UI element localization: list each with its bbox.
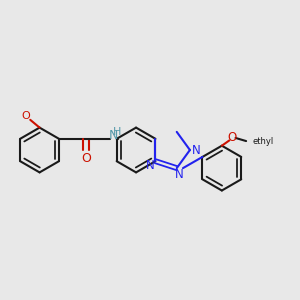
Text: N: N bbox=[192, 143, 201, 157]
Text: N: N bbox=[109, 129, 118, 142]
Text: O: O bbox=[228, 131, 237, 144]
Text: O: O bbox=[81, 152, 91, 165]
Text: H: H bbox=[113, 127, 121, 137]
Text: N: N bbox=[174, 168, 183, 181]
Text: ethyl: ethyl bbox=[252, 136, 274, 146]
Text: N: N bbox=[146, 159, 154, 172]
Text: O: O bbox=[22, 111, 31, 122]
